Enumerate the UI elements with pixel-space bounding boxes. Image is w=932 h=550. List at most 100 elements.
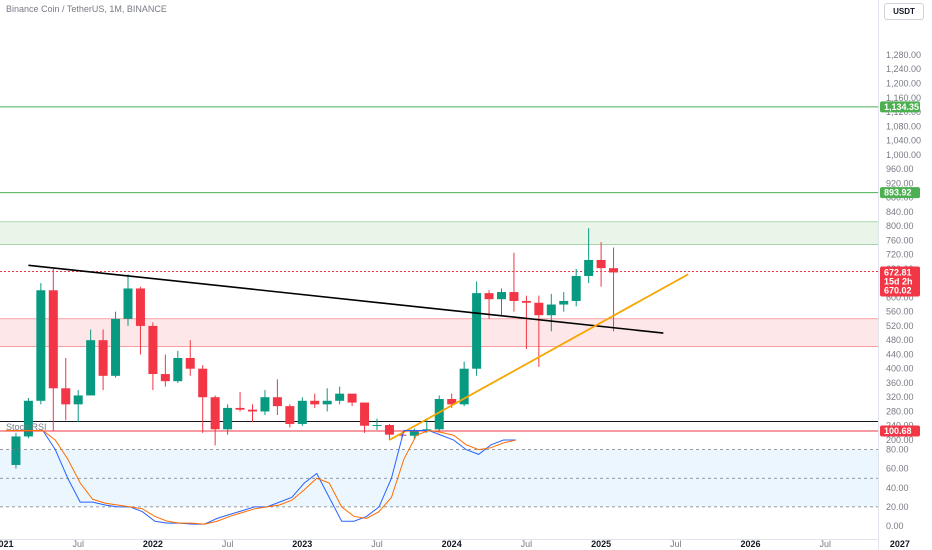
price-tick: 1,280.00: [886, 50, 921, 60]
candle-2023-06: [360, 402, 370, 433]
time-tick: Jul: [72, 539, 84, 549]
candle-2023-03: [322, 388, 332, 412]
rsi-series-D: [5, 429, 517, 525]
candle-2024-08: [534, 295, 544, 367]
candle-body: [148, 325, 158, 375]
rsi-tick: 0.00: [886, 521, 904, 531]
candle-body: [372, 425, 382, 427]
candle-body: [111, 318, 121, 376]
candle-2022-01: [148, 322, 158, 391]
rsi-tick: 20.00: [886, 502, 909, 512]
price-tick: 480.00: [886, 335, 914, 345]
candle-2022-06: [210, 395, 220, 446]
price-tick: 1,200.00: [886, 79, 921, 89]
stoch-rsi-label[interactable]: Stoch RSI: [6, 422, 47, 432]
candle-2022-03: [173, 350, 183, 383]
trendlines[interactable]: [28, 264, 689, 441]
time-tick: 2021: [0, 539, 14, 549]
symbol-title[interactable]: Binance Coin / TetherUS, 1M, BINANCE: [6, 4, 167, 14]
candle-2024-07: [521, 295, 531, 350]
price-tick: 520.00: [886, 321, 914, 331]
candle-body: [335, 393, 345, 401]
candle-body: [571, 276, 581, 301]
candle-2022-08: [235, 391, 245, 412]
candle-2022-05: [198, 365, 208, 433]
tag-1,134.35-bg: [880, 101, 920, 113]
price-tick: 1,080.00: [886, 121, 921, 131]
candle-body: [198, 368, 208, 398]
candle-body: [61, 388, 71, 405]
time-tick: 2024: [442, 539, 462, 549]
candle-body: [347, 393, 357, 403]
candle-2023-08: [384, 423, 394, 440]
candle-body: [285, 406, 295, 424]
candle-body: [123, 288, 133, 319]
rsi-value-tag: 100.68: [880, 425, 920, 437]
candle-2021-04: [36, 283, 46, 405]
candle-2022-02: [160, 354, 170, 387]
time-tick: Jul: [222, 539, 234, 549]
candle-2025-01: [596, 242, 606, 287]
time-tick: 2025: [591, 539, 611, 549]
candle-2022-11: [272, 379, 282, 416]
candle-2023-07: [372, 418, 382, 431]
stoch-rsi-pane: [0, 429, 878, 525]
candle-body: [272, 397, 282, 407]
candle-body: [497, 292, 506, 300]
candle-body: [260, 397, 270, 412]
candle-2021-11: [123, 274, 133, 326]
candle-body: [185, 358, 195, 369]
currency-button[interactable]: USDT: [884, 3, 924, 20]
candlestick-series[interactable]: [11, 228, 619, 469]
price-tick: 760.00: [886, 235, 914, 245]
time-axis[interactable]: 2021 Jul 2022 Jul 2023 Jul 2024 Jul 2025 Jul 2026 J…: [0, 539, 910, 549]
time-tick: Jul: [521, 539, 533, 549]
candle-body: [509, 292, 519, 301]
candle-2021-08: [86, 329, 96, 396]
candle-2021-05: [48, 268, 58, 432]
candle-body: [73, 395, 83, 405]
candle-2024-09: [546, 293, 556, 332]
tag-893.92-text: 893.92: [884, 188, 912, 198]
candle-body: [160, 374, 170, 382]
candle-2024-05: [497, 288, 506, 316]
rsi-tick: 80.00: [886, 445, 909, 455]
candle-body: [434, 399, 444, 430]
candle-body: [310, 400, 320, 405]
time-tick: 2022: [143, 539, 163, 549]
candle-body: [135, 288, 145, 326]
candle-2021-06: [61, 358, 71, 421]
candle-body: [11, 436, 21, 465]
rsi-value-tag-bg: [880, 425, 920, 437]
candle-body: [360, 402, 370, 426]
candle-2024-11: [571, 268, 581, 307]
tag-893.92: 893.92: [880, 187, 920, 199]
tag-1,134.35-text: 1,134.35: [884, 102, 919, 112]
tag-1,134.35: 1,134.35: [880, 101, 920, 113]
candle-2024-12: [584, 228, 594, 284]
time-tick: Jul: [670, 539, 682, 549]
candle-2021-02: [11, 432, 21, 469]
candle-2023-05: [347, 393, 357, 407]
price-tick: 200.00: [886, 435, 914, 445]
rsi-tick: 60.00: [886, 464, 909, 474]
price-tick: 1,160.00: [886, 93, 921, 103]
candle-body: [484, 293, 494, 300]
last-price-bg: [880, 266, 920, 297]
zone-red: [0, 318, 878, 347]
candle-body: [409, 431, 419, 436]
rsi-tick: 40.00: [886, 483, 909, 493]
candle-body: [546, 304, 556, 316]
time-tick: 2027: [890, 539, 910, 549]
candle-body: [86, 340, 96, 396]
price-tick: 1,000.00: [886, 150, 921, 160]
candle-body: [521, 300, 531, 303]
candle-body: [210, 397, 220, 430]
price-tick: 320.00: [886, 392, 914, 402]
candle-countdown: 15d 2h: [884, 276, 913, 286]
candle-body: [584, 259, 594, 277]
candle-body: [223, 407, 233, 430]
horizontal-price-lines: [0, 106, 878, 272]
